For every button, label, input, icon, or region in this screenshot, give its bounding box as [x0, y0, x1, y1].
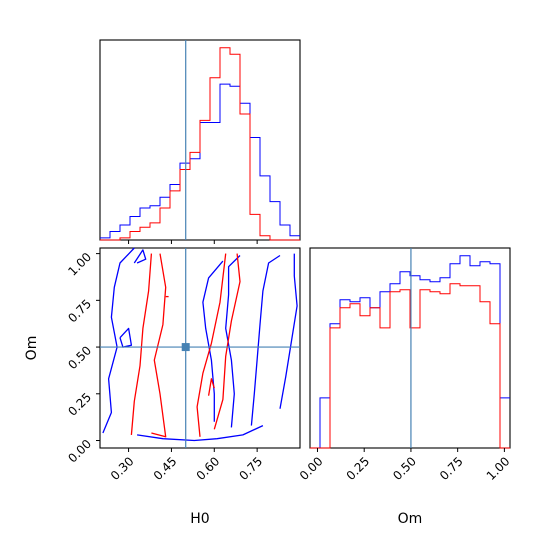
histogram-h0-frame [99, 39, 301, 241]
x-axis-label-h0: H0 [190, 511, 209, 527]
contour-frame [99, 247, 301, 449]
contour-series-a [250, 254, 281, 426]
contour-series-a [279, 253, 298, 409]
y-axis-label-om: Om [24, 336, 40, 361]
contour-series-a [119, 327, 133, 348]
histogram-h0-series-b [100, 47, 300, 241]
histogram-om-series-b [310, 283, 510, 449]
contour-series-b [213, 253, 241, 430]
contour-series-a [133, 249, 147, 264]
truth-marker [181, 343, 190, 352]
contour-series-a [225, 255, 241, 428]
histogram-om-series-a [310, 255, 510, 449]
contour-series-b [151, 253, 167, 438]
x-axis-label-om: Om [398, 511, 423, 527]
contour-series-b [207, 378, 215, 396]
contour-series-b [196, 253, 227, 437]
histogram-h0-panel [99, 39, 301, 244]
histogram-h0-series-a [100, 83, 300, 239]
contour-series-a [137, 425, 264, 442]
contour-series-a [202, 260, 224, 422]
histogram-om-frame [309, 247, 511, 449]
contour-series-a [102, 247, 135, 434]
